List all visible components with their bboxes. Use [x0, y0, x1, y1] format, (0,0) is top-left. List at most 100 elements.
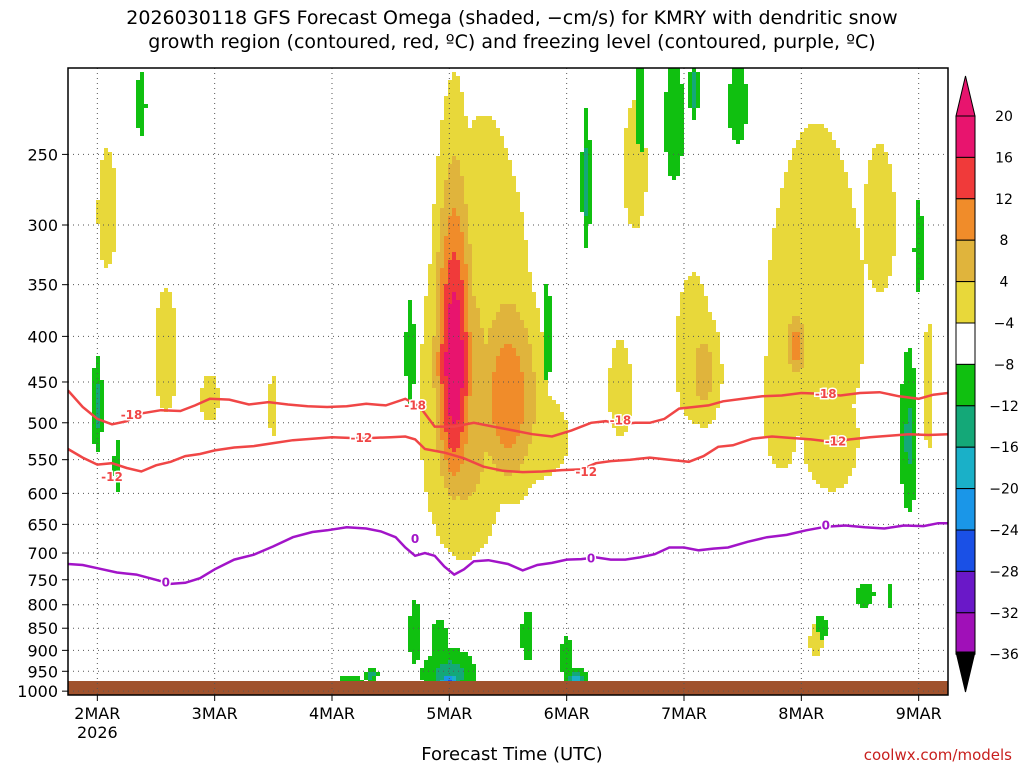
omega-cell: [520, 412, 524, 416]
omega-cell: [468, 476, 472, 480]
omega-cell: [696, 400, 700, 404]
omega-cell: [540, 332, 544, 336]
omega-cell: [708, 320, 712, 324]
omega-cell: [528, 372, 532, 376]
omega-cell: [460, 120, 464, 124]
omega-cell: [492, 396, 496, 400]
omega-cell: [512, 316, 516, 320]
omega-cell: [468, 452, 472, 456]
omega-cell: [520, 268, 524, 272]
omega-cell: [524, 452, 528, 456]
omega-cell: [784, 284, 788, 288]
omega-cell: [548, 364, 552, 368]
omega-cell: [676, 356, 680, 360]
omega-cell: [428, 332, 432, 336]
omega-cell: [500, 320, 504, 324]
omega-cell: [508, 444, 512, 448]
omega-cell: [480, 156, 484, 160]
omega-cell: [504, 392, 508, 396]
omega-cell: [492, 372, 496, 376]
omega-cell: [684, 396, 688, 400]
omega-cell: [680, 364, 684, 368]
omega-cell: [204, 412, 208, 416]
omega-cell: [108, 172, 112, 176]
omega-cell: [452, 416, 456, 420]
omega-cell: [608, 396, 612, 400]
omega-cell: [476, 432, 480, 436]
omega-cell: [788, 384, 792, 388]
omega-cell: [468, 552, 472, 556]
omega-cell: [496, 388, 500, 392]
omega-cell: [464, 400, 468, 404]
omega-cell: [668, 68, 672, 72]
omega-cell: [768, 444, 772, 448]
omega-cell: [472, 228, 476, 232]
omega-cell: [696, 368, 700, 372]
omega-cell: [484, 244, 488, 248]
omega-cell: [548, 404, 552, 408]
omega-cell: [504, 464, 508, 468]
omega-cell: [432, 208, 436, 212]
omega-cell: [528, 408, 532, 412]
omega-cell: [512, 212, 516, 216]
omega-cell: [472, 500, 476, 504]
omega-cell: [468, 256, 472, 260]
omega-cell: [492, 428, 496, 432]
omega-cell: [512, 236, 516, 240]
omega-cell: [792, 188, 796, 192]
omega-cell: [688, 88, 692, 92]
omega-cell: [768, 432, 772, 436]
omega-cell: [460, 540, 464, 544]
omega-cell: [688, 296, 692, 300]
omega-cell: [452, 108, 456, 112]
omega-cell: [464, 412, 468, 416]
omega-cell: [688, 340, 692, 344]
omega-cell: [412, 340, 416, 344]
omega-cell: [496, 220, 500, 224]
omega-cell: [688, 392, 692, 396]
omega-cell: [584, 156, 588, 160]
omega-cell: [688, 388, 692, 392]
omega-cell: [700, 368, 704, 372]
omega-cell: [504, 204, 508, 208]
omega-cell: [500, 300, 504, 304]
omega-cell: [100, 380, 104, 384]
omega-cell: [780, 432, 784, 436]
omega-cell: [508, 468, 512, 472]
omega-cell: [768, 440, 772, 444]
omega-cell: [700, 412, 704, 416]
omega-cell: [444, 164, 448, 168]
omega-cell: [708, 324, 712, 328]
omega-cell: [460, 500, 464, 504]
omega-cell: [768, 292, 772, 296]
omega-cell: [776, 396, 780, 400]
omega-cell: [96, 372, 100, 376]
omega-cell: [412, 652, 416, 656]
omega-cell: [452, 420, 456, 424]
omega-cell: [484, 324, 488, 328]
omega-cell: [444, 388, 448, 392]
omega-cell: [520, 312, 524, 316]
omega-cell: [780, 248, 784, 252]
omega-cell: [472, 340, 476, 344]
omega-cell: [472, 120, 476, 124]
omega-cell: [432, 660, 436, 664]
omega-cell: [440, 408, 444, 412]
omega-cell: [624, 128, 628, 132]
omega-cell: [624, 360, 628, 364]
omega-cell: [444, 356, 448, 360]
omega-cell: [452, 456, 456, 460]
omega-cell: [776, 324, 780, 328]
omega-cell: [480, 264, 484, 268]
omega-cell: [480, 520, 484, 524]
omega-cell: [92, 428, 96, 432]
omega-cell: [684, 304, 688, 308]
omega-cell: [100, 192, 104, 196]
omega-cell: [488, 220, 492, 224]
omega-cell: [784, 180, 788, 184]
omega-cell: [96, 216, 100, 220]
omega-cell: [512, 420, 516, 424]
omega-cell: [460, 448, 464, 452]
omega-cell: [500, 492, 504, 496]
omega-cell: [788, 160, 792, 164]
